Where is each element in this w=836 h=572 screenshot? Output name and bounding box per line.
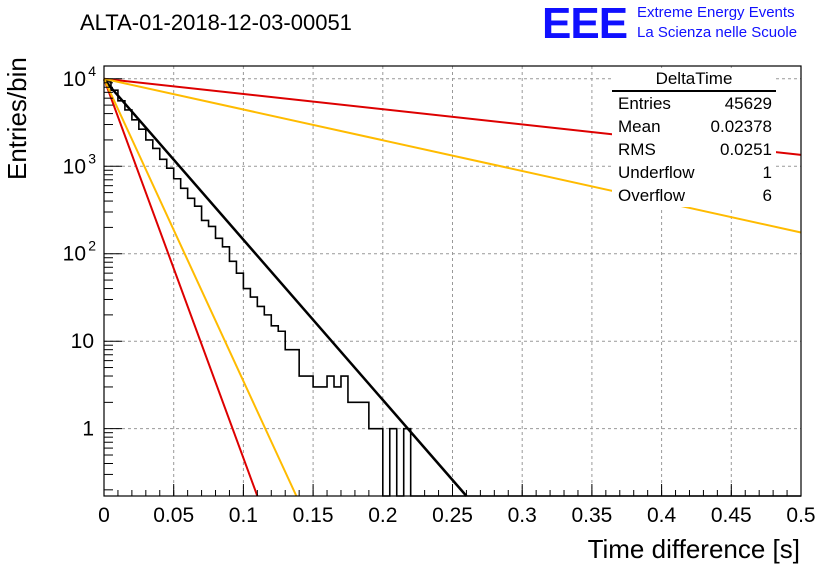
x-tick-label: 0.25 [432,504,473,527]
stats-row-underflow: Underflow 1 [612,161,776,184]
x-axis-title: Time difference [s] [587,534,800,564]
y-tick-label: 10 [63,155,86,178]
x-tick-label: 0 [98,504,110,527]
x-tick-label: 0.35 [571,504,612,527]
stats-row-overflow: Overflow 6 [612,184,776,207]
stats-title: DeltaTime [612,68,776,92]
x-tick-label: 0.3 [508,504,537,527]
x-tick-label: 0.2 [368,504,397,527]
y-tick-label: 1 [82,418,94,441]
stats-box: DeltaTime Entries 45629 Mean 0.02378 RMS… [612,68,776,207]
stats-label: Entries [618,94,671,113]
stats-row-mean: Mean 0.02378 [612,115,776,138]
series-line-4 [103,78,298,497]
y-tick-label: 10 [71,330,94,353]
x-tick-label: 0.4 [647,504,677,527]
stats-row-rms: RMS 0.0251 [612,138,776,161]
x-tick-label: 0.5 [786,504,815,527]
y-tick-exponent: 3 [88,150,96,166]
stats-value: 0.02378 [710,117,772,136]
y-tick-label: 10 [63,243,86,266]
stats-label: Overflow [618,186,686,205]
logo-subtitle-line2: La Scienza nelle Scuole [637,24,798,41]
stats-value: 45629 [724,94,772,113]
stats-value: 0.0251 [720,140,772,159]
y-tick-label: 10 [63,68,86,91]
series-line-2 [103,78,259,497]
y-axis-title: Entries/bin [2,57,32,180]
stats-label: RMS [618,140,656,159]
logo-subtitle-line1: Extreme Energy Events [637,4,795,21]
series-line-0 [103,78,468,497]
y-tick-exponent: 4 [88,63,96,79]
stats-row-entries: Entries 45629 [612,92,776,115]
x-tick-label: 0.05 [153,504,194,527]
stats-value: 1 [762,163,772,182]
stats-label: Underflow [618,163,695,182]
x-tick-label: 0.15 [293,504,334,527]
y-tick-exponent: 2 [88,238,96,254]
stats-value: 6 [762,186,772,205]
stats-label: Mean [618,117,661,136]
plot-title: ALTA-01-2018-12-03-00051 [80,10,352,35]
eee-logo: EEE [542,0,628,48]
x-tick-label: 0.1 [229,504,258,527]
x-tick-label: 0.45 [711,504,752,527]
